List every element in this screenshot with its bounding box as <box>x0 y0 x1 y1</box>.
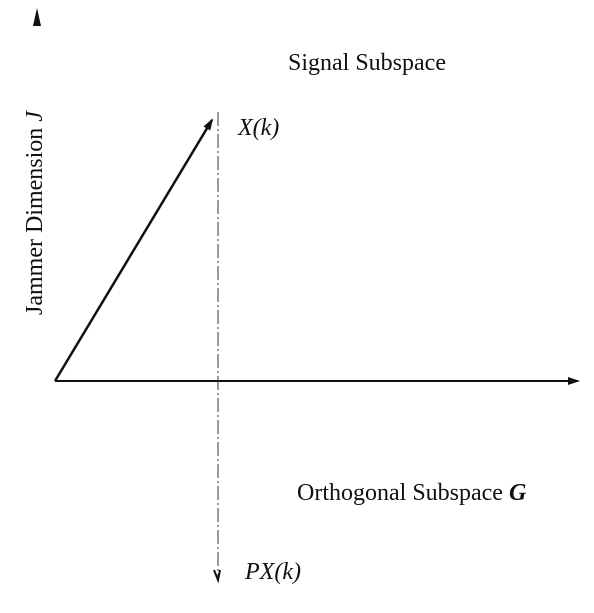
orthogonal-label: Orthogonal Subspace G <box>297 480 527 506</box>
signal-label: Signal Subspace <box>288 50 446 76</box>
vector-label: X(k) <box>237 115 279 141</box>
vector-x <box>53 118 214 382</box>
y-axis-label: Jammer Dimension J <box>22 110 48 315</box>
y-axis-arrowhead <box>33 8 41 26</box>
projection-label: PX(k) <box>244 559 301 585</box>
projection-arrowhead <box>213 569 221 584</box>
